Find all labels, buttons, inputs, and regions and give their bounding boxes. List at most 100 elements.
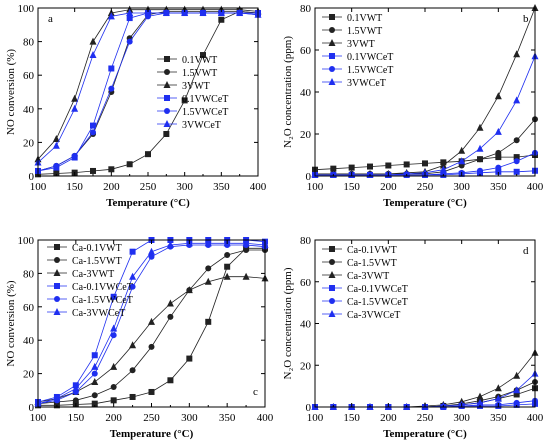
- x-tick-label: 400: [527, 412, 544, 424]
- data-point-0.1VWT: [53, 170, 60, 177]
- legend-marker: [53, 269, 61, 276]
- data-point-Ca-0.1VWT: [110, 397, 117, 404]
- y-tick-label: 0: [29, 171, 35, 183]
- data-point-Ca-1.5VWT: [129, 367, 136, 374]
- data-point-Ca-3VWT: [185, 286, 193, 294]
- data-point-Ca-3VWCeT: [494, 394, 502, 402]
- y-tick-label: 80: [300, 3, 312, 15]
- x-tick-label: 150: [68, 412, 85, 424]
- data-point-0.1VWCeT: [90, 122, 96, 129]
- legend-label: Ca-3VWCeT: [72, 308, 125, 319]
- data-point-3VWCeT: [199, 9, 207, 17]
- data-point-Ca-0.1VWT: [186, 355, 193, 362]
- series-line-3VWCeT: [37, 12, 259, 163]
- legend-marker: [329, 66, 335, 72]
- data-point-0.1VWT: [403, 161, 410, 168]
- data-point-Ca-3VWT: [166, 299, 174, 307]
- data-point-3VWCeT: [52, 141, 60, 149]
- data-point-0.1VWT: [513, 154, 520, 161]
- panel-letter: d: [523, 245, 529, 257]
- chart-panel-d: 100 150 200 250 300 350 400 0 20 40 60 80 Temperatur…: [282, 235, 544, 440]
- data-point-3VWCeT: [476, 144, 484, 152]
- x-tick-label: 100: [30, 412, 47, 424]
- data-point-3VWCeT: [403, 169, 411, 177]
- legend-marker: [329, 14, 335, 20]
- data-point-3VWCeT: [107, 12, 115, 20]
- legend-marker: [329, 298, 335, 304]
- data-point-Ca-0.1VWT: [91, 400, 98, 407]
- x-tick-label: 350: [219, 412, 236, 424]
- legend-label: Ca-0.1VWT: [72, 243, 122, 254]
- y-tick-label: 60: [23, 70, 35, 82]
- series-line-1.5VWT: [37, 10, 259, 172]
- legend-label: 0.1VWT: [347, 13, 382, 24]
- legend-label: Ca-1.5VWCeT: [347, 297, 408, 308]
- x-tick-label: 300: [176, 181, 193, 193]
- data-point-3VWCeT: [144, 9, 152, 17]
- chart-panel-b: 100 150 200 250 300 350 400 0 20 40 60 80 Temperatur…: [282, 3, 544, 209]
- data-point-1.5VWCeT: [126, 38, 133, 45]
- legend-label: Ca-1.5VWT: [347, 258, 397, 269]
- data-point-Ca-1.5VWT: [167, 313, 174, 320]
- series-line-3VWT: [37, 9, 259, 160]
- data-point-0.1VWT: [90, 167, 96, 174]
- series-line-0.1VWCeT: [37, 12, 258, 172]
- data-point-0.1VWCeT: [126, 15, 133, 22]
- legend: Ca-0.1VWT Ca-1.5VWT Ca-3VWT Ca-0.1VWCeT Ca-1…: [47, 243, 133, 319]
- data-point-0.1VWT: [218, 16, 225, 23]
- legend-label: Ca-0.1VWCeT: [72, 282, 133, 293]
- data-point-Ca-1.5VWCeT: [91, 370, 98, 377]
- data-point-Ca-1.5VWCeT: [110, 332, 117, 339]
- legend-label: Ca-1.5VWCeT: [72, 295, 133, 306]
- data-point-0.1VWT: [108, 166, 115, 173]
- legend-marker: [329, 259, 335, 265]
- data-point-Ca-1.5VWT: [91, 392, 98, 399]
- data-point-Ca-0.1VWCeT: [129, 248, 136, 255]
- data-point-3VWT: [476, 123, 484, 131]
- y-tick-label: 20: [23, 137, 35, 149]
- data-point-0.1VWT: [367, 163, 373, 170]
- y-tick-label: 0: [306, 402, 312, 414]
- data-point-Ca-1.5VWT: [110, 383, 117, 390]
- data-point-Ca-0.1VWCeT: [110, 293, 117, 300]
- legend-marker: [164, 95, 170, 101]
- chart-panel-c: 100 150 200 250 300 350 400 0 20 40 60 80 100 Tempera…: [5, 235, 274, 440]
- x-tick-label: 200: [105, 412, 122, 424]
- y-tick-label: 0: [306, 171, 312, 183]
- data-point-3VWT: [52, 135, 60, 143]
- legend-marker: [329, 246, 335, 252]
- data-point-1.5VWCeT: [90, 129, 96, 136]
- data-point-Ca-3VWT: [242, 272, 250, 280]
- y-tick-label: 40: [23, 335, 35, 347]
- x-tick-label: 150: [343, 181, 360, 193]
- legend-marker: [328, 78, 336, 85]
- plot-frame: [37, 7, 259, 177]
- legend-label: Ca-3VWT: [72, 269, 114, 280]
- data-point-Ca-0.1VWCeT: [91, 352, 98, 359]
- data-point-3VWT: [494, 92, 502, 100]
- legend-label: Ca-3VWCeT: [347, 310, 400, 321]
- data-point-Ca-0.1VWT: [205, 318, 212, 325]
- legend-marker: [54, 296, 60, 302]
- data-point-Ca-3VWCeT: [91, 362, 99, 370]
- x-axis-label: Temperature (°C): [110, 428, 194, 440]
- data-point-1.5VWT: [495, 149, 502, 156]
- data-point-Ca-3VWT: [513, 371, 521, 379]
- legend-label: 3VWT: [347, 39, 375, 50]
- data-point-0.1VWCeT: [495, 168, 502, 175]
- data-point-Ca-1.5VWT: [205, 265, 212, 272]
- data-point-3VWCeT: [236, 9, 244, 17]
- data-point-Ca-1.5VWT: [72, 397, 79, 404]
- data-point-Ca-3VWT: [223, 272, 231, 280]
- y-tick-label: 60: [300, 277, 312, 289]
- y-tick-label: 20: [23, 369, 35, 381]
- legend-label: 0.1VWCeT: [347, 52, 393, 63]
- data-point-Ca-3VWCeT: [110, 324, 118, 332]
- data-point-Ca-3VWCeT: [72, 384, 80, 392]
- y-tick-label: 0: [29, 402, 35, 414]
- data-point-3VWCeT: [494, 127, 502, 135]
- data-point-3VWCeT: [71, 104, 79, 112]
- data-point-Ca-3VWT: [494, 384, 502, 392]
- data-point-3VWT: [439, 161, 447, 169]
